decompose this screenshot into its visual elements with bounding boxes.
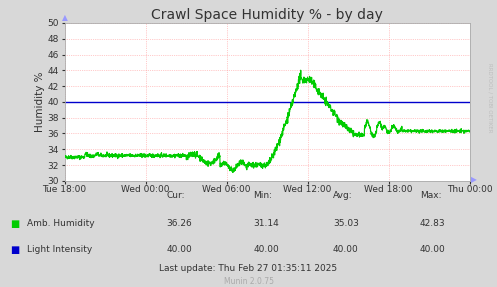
- Text: Munin 2.0.75: Munin 2.0.75: [224, 277, 273, 286]
- Text: RRDTOOL / TOBI OETIKER: RRDTOOL / TOBI OETIKER: [487, 63, 492, 133]
- Text: 42.83: 42.83: [420, 219, 446, 228]
- Text: 40.00: 40.00: [253, 245, 279, 254]
- Text: 40.00: 40.00: [166, 245, 192, 254]
- Text: ▶: ▶: [471, 175, 477, 185]
- Text: 35.03: 35.03: [333, 219, 359, 228]
- Text: ▲: ▲: [62, 13, 68, 22]
- Title: Crawl Space Humidity % - by day: Crawl Space Humidity % - by day: [151, 8, 383, 22]
- Y-axis label: Humidity %: Humidity %: [35, 72, 45, 132]
- Text: Max:: Max:: [420, 191, 441, 200]
- Text: Min:: Min:: [253, 191, 272, 200]
- Text: Last update: Thu Feb 27 01:35:11 2025: Last update: Thu Feb 27 01:35:11 2025: [160, 264, 337, 273]
- Text: Cur:: Cur:: [166, 191, 185, 200]
- Text: 36.26: 36.26: [166, 219, 192, 228]
- Text: 31.14: 31.14: [253, 219, 279, 228]
- Text: Avg:: Avg:: [333, 191, 352, 200]
- Text: Amb. Humidity: Amb. Humidity: [27, 219, 95, 228]
- Text: 40.00: 40.00: [333, 245, 359, 254]
- Text: ■: ■: [10, 219, 19, 229]
- Text: ■: ■: [10, 245, 19, 255]
- Text: 40.00: 40.00: [420, 245, 446, 254]
- Text: Light Intensity: Light Intensity: [27, 245, 92, 254]
